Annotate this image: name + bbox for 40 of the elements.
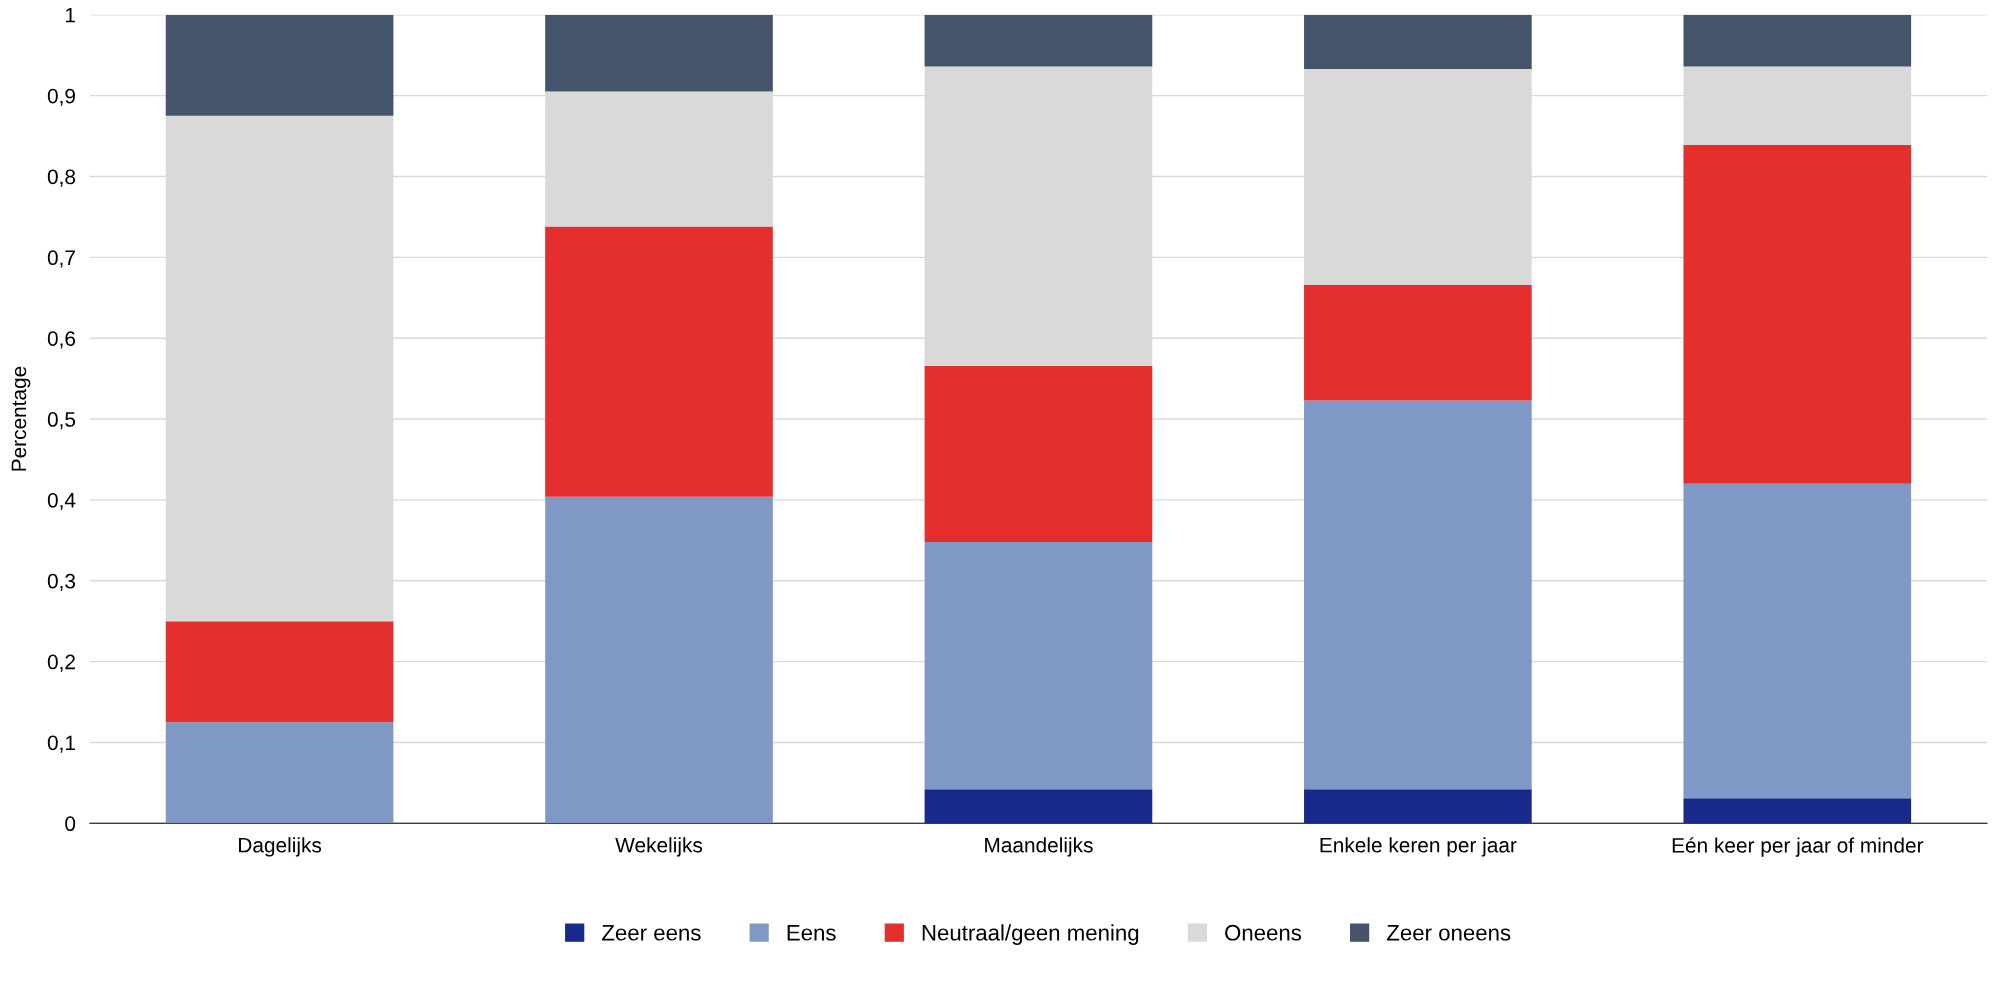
y-tick-label: 0,8	[47, 169, 76, 187]
bar	[1683, 798, 1912, 824]
bar	[1683, 483, 1912, 799]
bar	[545, 496, 773, 824]
bar	[924, 789, 1153, 824]
bar	[924, 14, 1153, 67]
x-tick-label: Eén keer per jaar of minder	[1672, 837, 1924, 857]
y-tick-label: 0,7	[47, 250, 75, 268]
bar	[165, 722, 394, 824]
y-axis-title: Percentage	[11, 366, 31, 471]
bar	[165, 621, 394, 723]
y-tick-label: 0	[65, 816, 76, 832]
x-tick-label: Enkele keren per jaar	[1320, 837, 1517, 857]
bar	[545, 226, 773, 497]
bar	[1683, 144, 1912, 484]
y-tick-label: 1	[65, 8, 75, 23]
y-tick-label: 0,1	[47, 735, 75, 753]
bar	[1304, 789, 1532, 824]
legend-label: Oneens	[1225, 924, 1302, 941]
y-tick-label: 0,5	[47, 412, 76, 430]
y-tick-label: 0,3	[47, 573, 76, 591]
legend-label: Zeer oneens	[1387, 925, 1511, 941]
bar	[1304, 14, 1532, 69]
bar	[165, 14, 394, 116]
bar	[545, 14, 773, 92]
legend-label: Neutraal/geen mening	[922, 924, 1139, 945]
bar	[1304, 400, 1532, 790]
x-tick-label: Dagelijks	[239, 837, 322, 857]
bar	[1683, 14, 1912, 67]
bar	[924, 541, 1153, 790]
y-tick-label: 0,4	[47, 492, 76, 511]
bar	[1304, 284, 1532, 401]
x-tick-label: Maandelijks	[985, 837, 1093, 857]
y-tick-label: 0,9	[47, 88, 75, 106]
x-tick-label: Wekelijks	[615, 837, 703, 857]
y-tick-label: 0,2	[47, 654, 75, 672]
y-tick-label: 0,6	[47, 331, 76, 349]
bar	[924, 365, 1153, 542]
legend-label: Zeer eens	[602, 925, 701, 941]
legend-label: Eens	[787, 925, 836, 941]
